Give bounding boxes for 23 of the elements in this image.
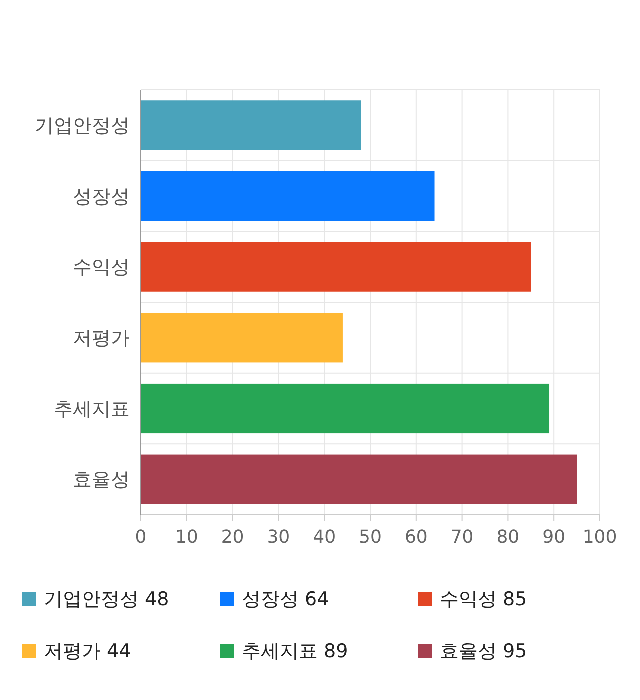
legend-label: 기업안정성 48 <box>44 588 170 611</box>
x-tick-label: 90 <box>542 527 566 548</box>
y-tick-label: 저평가 <box>73 328 130 350</box>
x-tick-label: 30 <box>267 527 290 548</box>
x-tick-label: 100 <box>582 527 618 548</box>
y-tick-label: 기업안정성 <box>35 115 130 138</box>
y-tick-label: 성장성 <box>73 186 130 208</box>
x-tick-label: 50 <box>359 527 382 548</box>
legend-label: 효율성 95 <box>440 640 528 663</box>
legend-label: 수익성 85 <box>440 588 528 611</box>
x-tick-label: 10 <box>175 527 198 548</box>
legend-label: 저평가 44 <box>44 640 132 663</box>
x-tick-label: 20 <box>221 527 244 548</box>
y-tick-label: 효율성 <box>73 469 130 492</box>
x-tick-label: 80 <box>496 527 520 548</box>
y-tick-label: 수익성 <box>73 256 130 279</box>
legend-label: 추세지표 89 <box>242 640 348 663</box>
x-tick-label: 60 <box>404 527 428 548</box>
x-tick-label: 40 <box>313 527 336 548</box>
x-tick-label: 70 <box>450 527 474 548</box>
x-tick-label: 0 <box>135 527 147 548</box>
y-tick-label: 추세지표 <box>54 398 130 420</box>
legend-label: 성장성 64 <box>242 588 330 611</box>
